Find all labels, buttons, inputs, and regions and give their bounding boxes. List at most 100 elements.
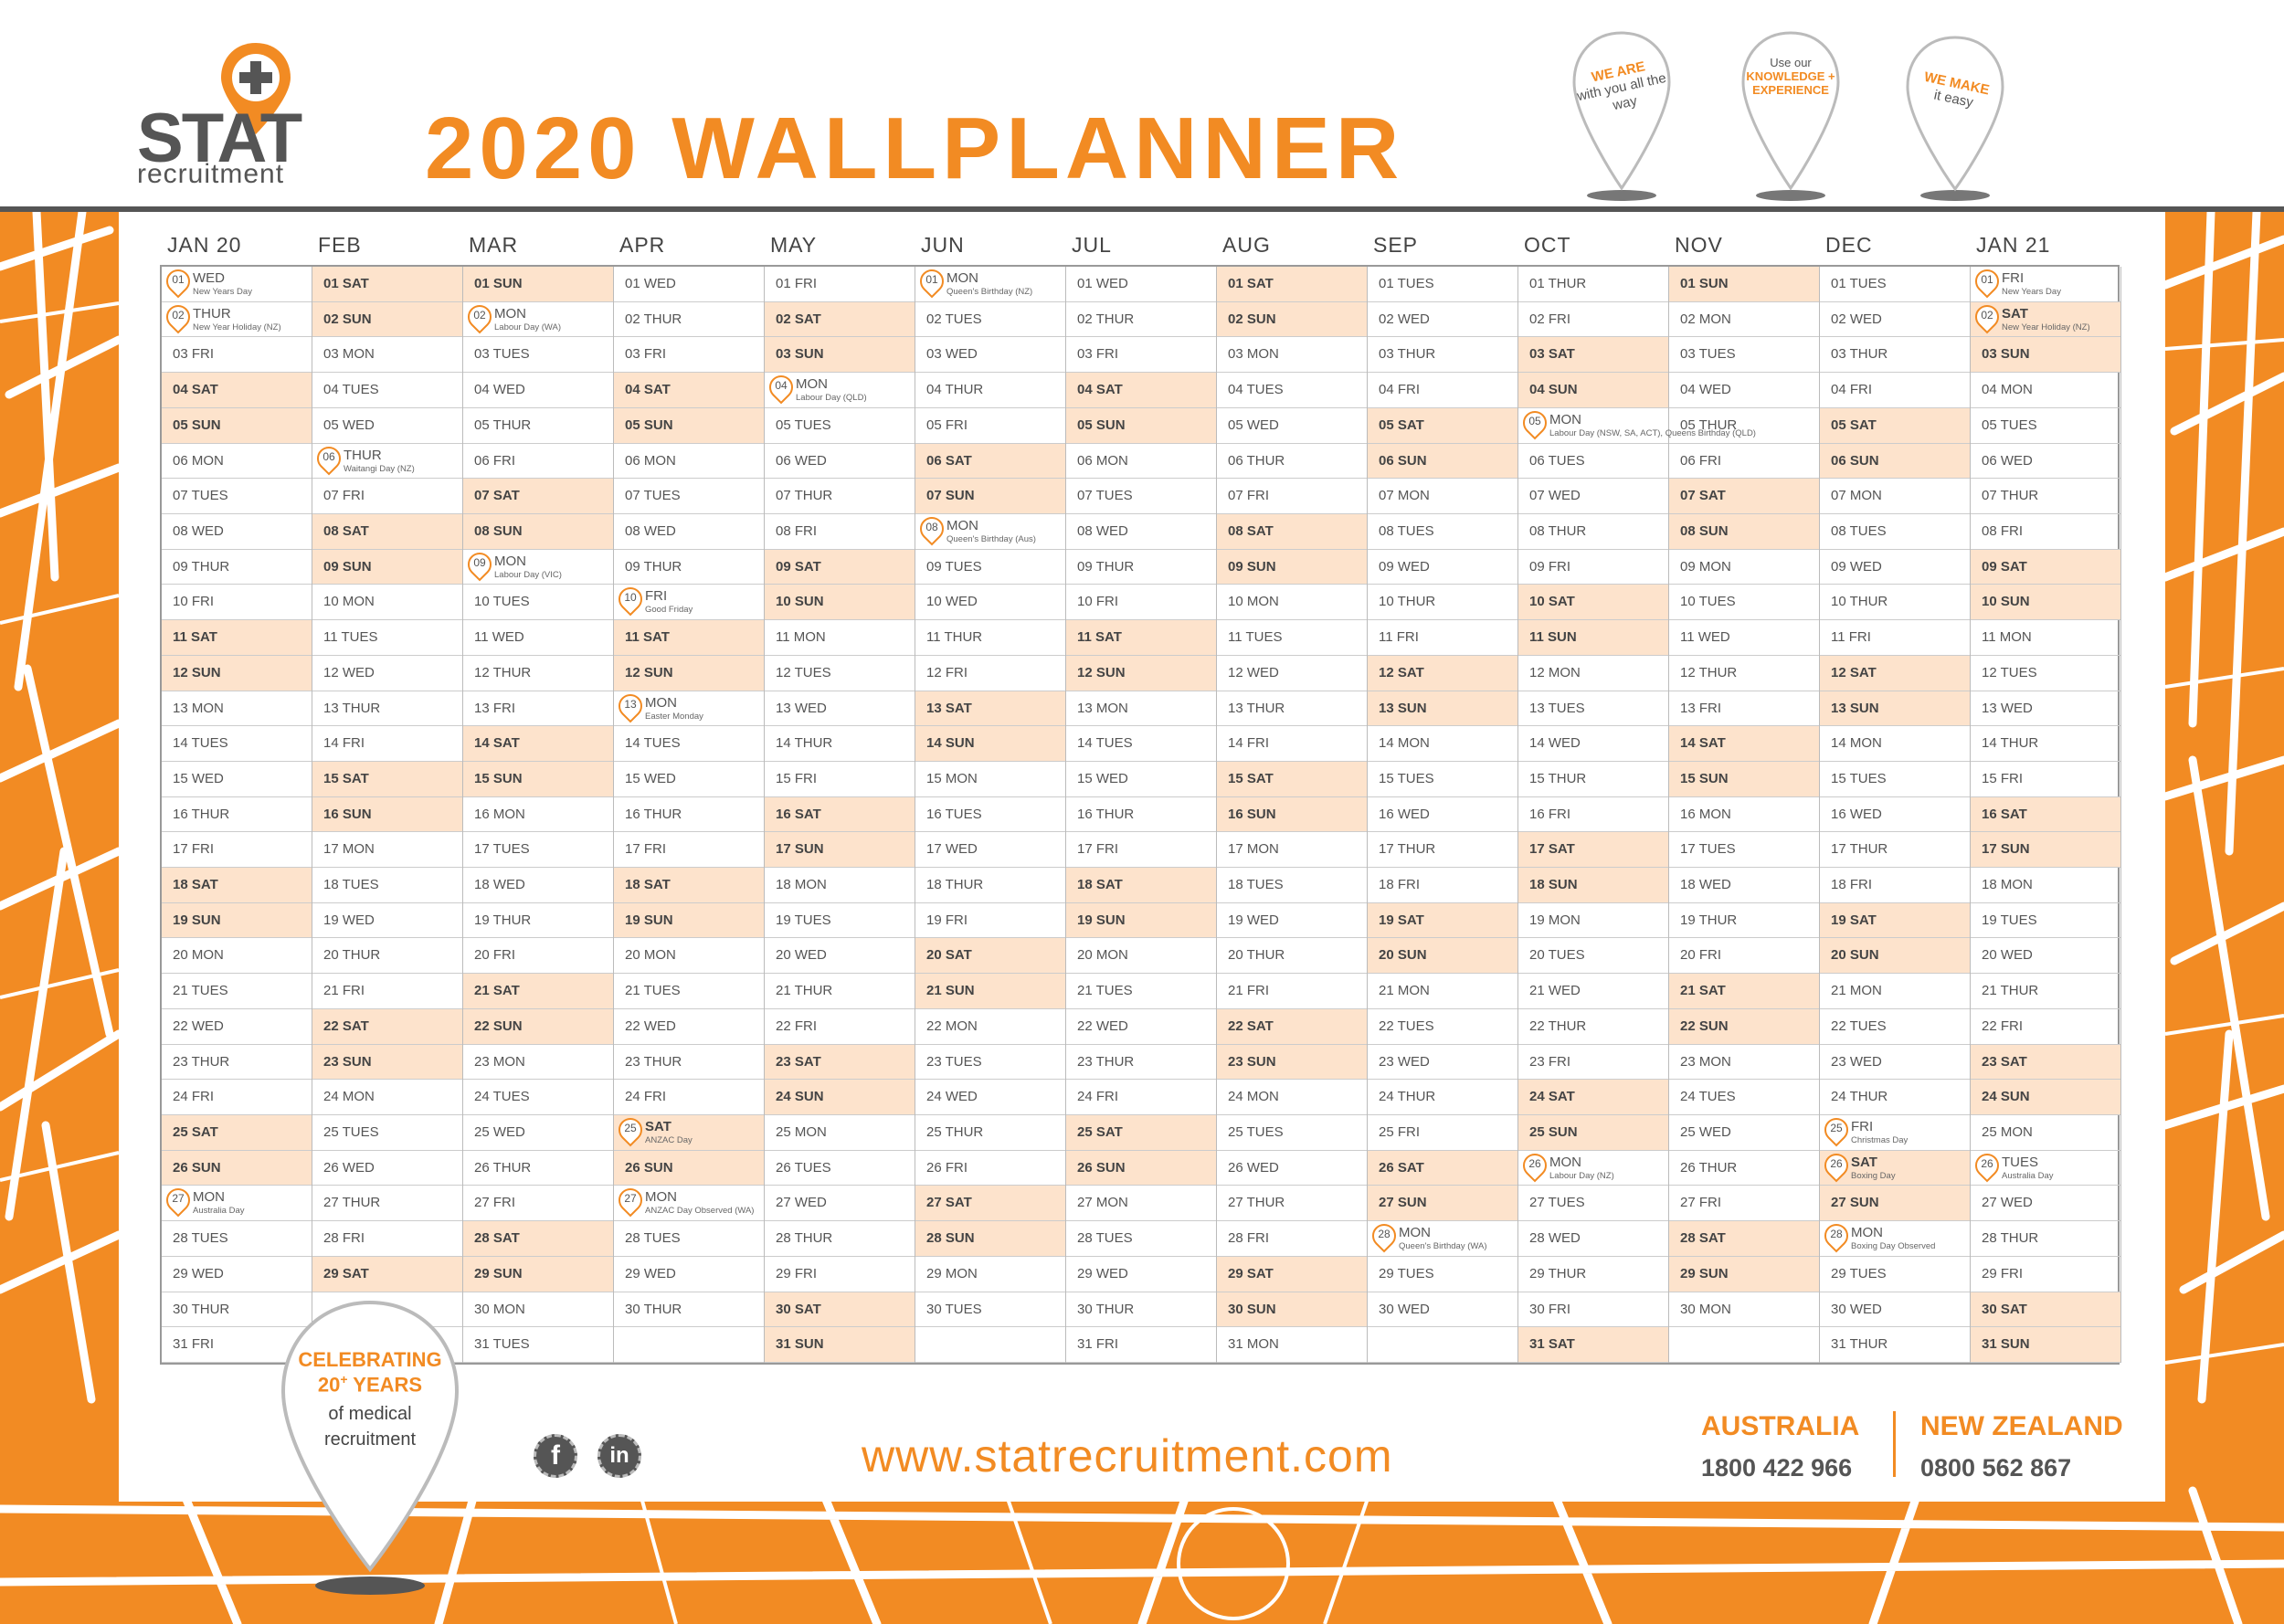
day-cell[interactable]: 22 FRI (765, 1009, 915, 1045)
day-cell[interactable]: 04 SUN (1518, 373, 1668, 408)
day-cell[interactable]: 23 WED (1820, 1045, 1970, 1081)
day-cell[interactable]: 09 FRI (1518, 550, 1668, 585)
day-cell[interactable]: 05 MON Labour Day (NSW, SA, ACT), Queens B… (1517, 406, 1756, 444)
day-cell[interactable]: 20 SAT (915, 938, 1065, 975)
day-cell[interactable]: 13 MON (162, 691, 312, 727)
day-cell[interactable]: 23 THUR (1066, 1045, 1216, 1081)
day-cell[interactable]: 26 SUN (1066, 1150, 1216, 1186)
day-cell[interactable]: 07 THUR (1971, 479, 2120, 514)
day-cell[interactable]: 29 WED (162, 1257, 312, 1292)
day-cell[interactable]: 30 SAT (1971, 1292, 2120, 1328)
day-cell[interactable]: 22 SUN (1669, 1008, 1819, 1045)
day-cell[interactable]: 05 SUN (1066, 407, 1216, 444)
day-cell[interactable]: 28 FRI (1217, 1221, 1367, 1257)
day-cell[interactable]: 18 FRI (1820, 868, 1970, 903)
day-cell[interactable]: 24 FRI (162, 1080, 312, 1116)
day-cell[interactable]: 02 MON Labour Day (WA) (462, 300, 613, 338)
day-cell[interactable]: 24 TUES (463, 1080, 613, 1116)
day-cell[interactable]: 23 FRI (1518, 1045, 1668, 1081)
day-cell[interactable]: 06 THUR Waitangi Day (NZ) (312, 441, 462, 480)
day-cell[interactable]: 10 FRI (162, 585, 312, 621)
day-cell[interactable]: 19 SAT (1820, 902, 1970, 939)
day-cell[interactable]: 19 SAT (1368, 902, 1517, 939)
day-cell[interactable]: 07 MON (1368, 479, 1517, 514)
day-cell[interactable]: 14 THUR (765, 726, 915, 762)
day-cell[interactable]: 17 FRI (162, 832, 312, 869)
day-cell[interactable]: 08 WED (1066, 514, 1216, 550)
day-cell[interactable]: 02 SAT (765, 301, 915, 338)
day-cell[interactable]: 15 SUN (463, 761, 613, 797)
day-cell[interactable]: 24 MON (312, 1080, 462, 1116)
day-cell[interactable]: 12 SUN (1066, 655, 1216, 691)
day-cell[interactable]: 25 WED (1669, 1115, 1819, 1151)
day-cell[interactable]: 09 WED (1368, 550, 1517, 585)
day-cell[interactable]: 26 WED (1217, 1151, 1367, 1186)
day-cell[interactable]: 08 SUN (1669, 513, 1819, 550)
day-cell[interactable]: 18 THUR (915, 868, 1065, 903)
day-cell[interactable]: 03 SUN (1971, 337, 2120, 374)
day-cell[interactable]: 12 SUN (162, 655, 312, 691)
day-cell[interactable]: 22 WED (614, 1009, 764, 1045)
day-cell[interactable]: 06 WED (765, 444, 915, 480)
day-cell[interactable]: 31 SAT (1518, 1327, 1668, 1363)
day-cell[interactable]: 31 SUN (765, 1327, 915, 1363)
day-cell[interactable]: 16 TUES (915, 797, 1065, 833)
day-cell[interactable]: 21 TUES (614, 974, 764, 1009)
day-cell[interactable]: 19 SUN (1066, 902, 1216, 939)
day-cell[interactable]: 26 SAT (1368, 1150, 1517, 1186)
day-cell[interactable]: 05 SUN (162, 407, 312, 444)
day-cell[interactable]: 15 SAT (1217, 761, 1367, 797)
day-cell[interactable]: 30 MON (463, 1292, 613, 1328)
day-cell[interactable]: 21 SAT (1669, 974, 1819, 1009)
day-cell[interactable]: 25 SAT (162, 1115, 312, 1151)
day-cell[interactable]: 18 TUES (1217, 868, 1367, 903)
day-cell[interactable]: 29 TUES (1820, 1257, 1970, 1292)
day-cell[interactable]: 16 SUN (312, 796, 462, 833)
day-cell[interactable]: 14 SAT (1669, 726, 1819, 762)
day-cell[interactable]: 17 MON (1217, 832, 1367, 869)
day-cell[interactable]: 03 WED (915, 337, 1065, 374)
day-cell[interactable]: 21 FRI (1217, 974, 1367, 1009)
day-cell[interactable]: 23 SUN (1217, 1044, 1367, 1081)
day-cell[interactable]: 22 TUES (1368, 1009, 1517, 1045)
day-cell[interactable]: 09 THUR (614, 550, 764, 585)
day-cell[interactable]: 23 MON (463, 1045, 613, 1081)
day-cell[interactable]: 10 SAT (1518, 585, 1668, 621)
day-cell[interactable]: 21 SUN (915, 974, 1065, 1009)
day-cell[interactable]: 12 MON (1518, 656, 1668, 691)
day-cell[interactable]: 29 WED (1066, 1257, 1216, 1292)
day-cell[interactable]: 04 SAT (162, 373, 312, 408)
day-cell[interactable]: 02 THUR New Year Holiday (NZ) (161, 300, 312, 338)
day-cell[interactable]: 12 TUES (765, 656, 915, 691)
day-cell[interactable]: 26 FRI (915, 1151, 1065, 1186)
day-cell[interactable]: 31 TUES (463, 1327, 613, 1363)
day-cell[interactable]: 01 FRI (765, 267, 915, 302)
day-cell[interactable]: 08 WED (614, 514, 764, 550)
day-cell[interactable]: 15 TUES (1820, 762, 1970, 797)
day-cell[interactable]: 27 WED (1971, 1186, 2120, 1222)
day-cell[interactable]: 31 FRI (162, 1327, 312, 1363)
day-cell[interactable]: 16 SAT (1971, 796, 2120, 833)
day-cell[interactable]: 19 TUES (1971, 903, 2120, 939)
day-cell[interactable]: 05 THUR (1669, 408, 1819, 444)
day-cell[interactable]: 23 THUR (614, 1045, 764, 1081)
day-cell[interactable]: 23 MON (1669, 1045, 1819, 1081)
day-cell[interactable]: 14 WED (1518, 726, 1668, 762)
day-cell[interactable]: 05 FRI (915, 408, 1065, 444)
day-cell[interactable]: 12 SAT (1368, 655, 1517, 691)
day-cell[interactable]: 12 TUES (1971, 656, 2120, 691)
day-cell[interactable]: 28 THUR (1971, 1221, 2120, 1257)
day-cell[interactable]: 21 FRI (312, 974, 462, 1009)
day-cell[interactable]: 04 MON (1971, 373, 2120, 408)
day-cell[interactable]: 19 SUN (162, 902, 312, 939)
day-cell[interactable]: 30 THUR (614, 1292, 764, 1328)
day-cell[interactable]: 17 SUN (765, 832, 915, 869)
day-cell[interactable]: 13 WED (765, 691, 915, 727)
day-cell[interactable]: 21 THUR (765, 974, 915, 1009)
day-cell[interactable]: 07 MON (1820, 479, 1970, 514)
day-cell[interactable]: 02 SUN (1217, 301, 1367, 338)
day-cell[interactable]: 12 SAT (1820, 655, 1970, 691)
day-cell[interactable]: 22 SUN (463, 1008, 613, 1045)
day-cell[interactable]: 12 THUR (1669, 656, 1819, 691)
day-cell[interactable]: 11 WED (463, 620, 613, 656)
